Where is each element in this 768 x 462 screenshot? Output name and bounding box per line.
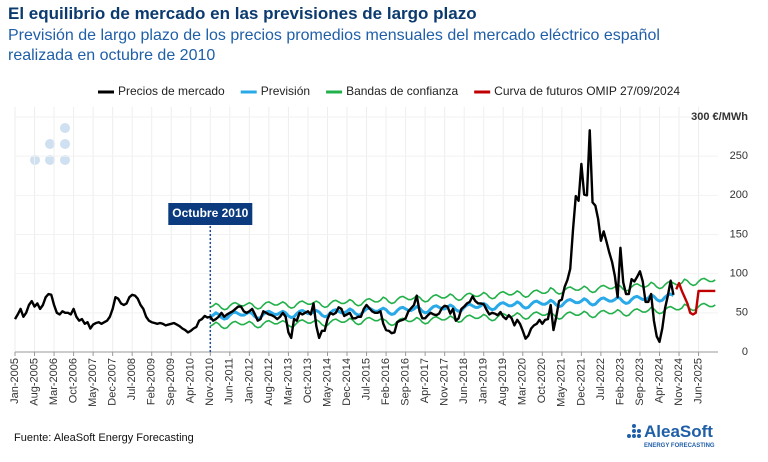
x-tick-label: Apr-2024 xyxy=(653,358,665,403)
x-tick-label: Mar-2006 xyxy=(48,358,60,405)
series-line-lower xyxy=(209,302,716,330)
x-tick-label: May-2014 xyxy=(321,358,333,407)
x-tick-label: Dec-2014 xyxy=(341,358,353,406)
x-tick-label: Sep-2023 xyxy=(634,358,646,406)
y-tick-label: 100 xyxy=(730,268,748,280)
x-tick-label: Jun-2018 xyxy=(458,358,470,404)
x-tick-label: Nov-2017 xyxy=(439,358,451,406)
chart-title: El equilibrio de mercado en las previsio… xyxy=(8,4,477,23)
x-tick-label: Oct-2006 xyxy=(67,358,79,403)
x-tick-label: Jul-2008 xyxy=(126,358,138,400)
y-tick-label: 0 xyxy=(742,346,748,358)
x-tick-label: Jul-2022 xyxy=(595,358,607,400)
x-tick-label: May-2007 xyxy=(87,358,99,407)
x-tick-label: Dec-2007 xyxy=(107,358,119,406)
legend-item: Precios de mercado xyxy=(98,84,225,98)
annotation-label: Octubre 2010 xyxy=(172,206,248,220)
legend-label: Bandas de confianza xyxy=(346,84,458,98)
legend-label: Precios de mercado xyxy=(118,84,225,98)
series-line xyxy=(13,129,675,344)
legend-item: Curva de futuros OMIP 27/09/2024 xyxy=(474,84,680,98)
x-tick-label: Aug-2012 xyxy=(263,358,275,406)
decor-dots xyxy=(30,123,70,165)
x-tick-label: Aug-2005 xyxy=(28,358,40,406)
x-tick-label: Mar-2020 xyxy=(517,358,529,405)
x-tick-label: Jun-2011 xyxy=(224,358,236,403)
x-tick-label: May-2021 xyxy=(556,358,568,407)
legend-label: Curva de futuros OMIP 27/09/2024 xyxy=(494,84,680,98)
legend-item: Bandas de confianza xyxy=(326,84,458,98)
x-tick-label: Nov-2024 xyxy=(673,358,685,406)
legend-item: Previsión xyxy=(240,84,310,98)
x-tick-label: Mar-2013 xyxy=(282,358,294,405)
logo-text: AleaSoft xyxy=(644,422,713,441)
legend-label: Previsión xyxy=(261,84,310,98)
x-tick-label: Sep-2009 xyxy=(165,358,177,406)
x-tick-label: Feb-2023 xyxy=(614,358,626,405)
y-tick-label: 50 xyxy=(736,307,748,319)
logo-tagline: ENERGY FORECASTING xyxy=(644,443,715,449)
logo: AleaSoft ENERGY FORECASTING xyxy=(627,422,715,449)
source-note: Fuente: AleaSoft Energy Forecasting xyxy=(14,432,194,444)
y-tick-label: 250 xyxy=(730,150,748,162)
x-tick-label: Jan-2019 xyxy=(478,358,490,404)
x-tick-label: Nov-2010 xyxy=(204,358,216,406)
x-tick-label: Apr-2017 xyxy=(419,358,431,403)
x-tick-label: Dec-2021 xyxy=(575,358,587,406)
chart-subtitle: Previsión de largo plazo de los precios … xyxy=(8,27,660,64)
series-line xyxy=(675,281,716,316)
x-tick-label: Jan-2005 xyxy=(9,358,21,404)
annotation-box xyxy=(168,203,253,225)
x-tick-label: Sep-2016 xyxy=(400,358,412,406)
x-tick-label: Jun-2025 xyxy=(692,358,704,404)
y-tick-label: 150 xyxy=(730,228,748,240)
x-tick-label: Aug-2019 xyxy=(497,358,509,406)
y-tick-label: 200 xyxy=(730,189,748,201)
x-tick-label: Oct-2013 xyxy=(302,358,314,403)
y-tick-label: 300 €/MWh xyxy=(691,111,748,123)
x-tick-label: Jan-2012 xyxy=(243,358,255,404)
x-tick-label: Feb-2009 xyxy=(146,358,158,405)
x-tick-label: Apr-2010 xyxy=(185,358,197,403)
x-tick-label: Oct-2020 xyxy=(536,358,548,403)
x-tick-label: Feb-2016 xyxy=(380,358,392,405)
x-tick-label: Jul-2015 xyxy=(360,358,372,400)
